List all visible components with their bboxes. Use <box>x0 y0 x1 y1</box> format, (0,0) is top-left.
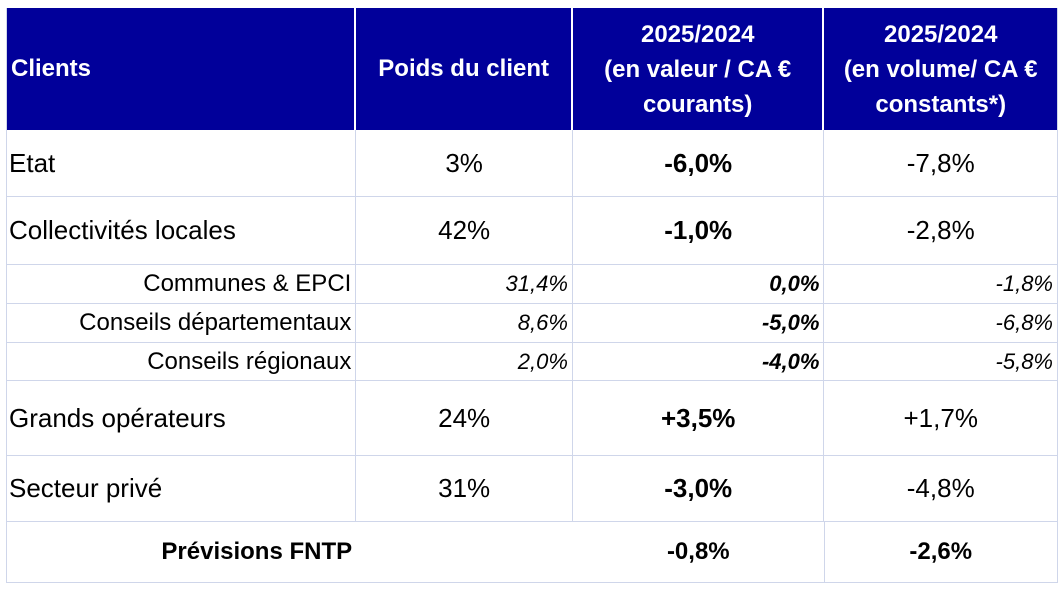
volume-change: -6,8% <box>995 310 1053 335</box>
total-label: Prévisions FNTP <box>161 538 353 565</box>
client-name: Collectivités locales <box>7 197 357 264</box>
client-name: Conseils régionaux <box>7 343 357 380</box>
header-poids: Poids du client <box>356 8 573 130</box>
header-valeur-line: (en valeur / CA € <box>604 55 792 83</box>
client-name: Grands opérateurs <box>7 381 357 455</box>
client-weight: 24% <box>356 381 573 455</box>
client-weight: 2,0% <box>356 343 573 380</box>
client-name: Secteur privé <box>7 456 357 521</box>
client-name: Etat <box>7 130 357 196</box>
header-valeur: 2025/2024 (en valeur / CA € courants) <box>573 8 825 130</box>
value-change: +3,5% <box>573 381 825 455</box>
forecast-table: Clients Poids du client 2025/2024 (en va… <box>6 8 1058 583</box>
client-name: Conseils départementaux <box>7 304 357 342</box>
table-row: Secteur privé 31% -3,0% -4,8% <box>7 456 1057 522</box>
client-weight: 8,6% <box>356 304 573 342</box>
client-weight: 31,4% <box>356 265 573 303</box>
table-row: Collectivités locales 42% -1,0% -2,8% <box>7 197 1057 265</box>
client-weight: 31% <box>356 456 573 521</box>
client-weight: 42% <box>356 197 573 264</box>
total-value-change: -0,8% <box>573 522 825 582</box>
value-change: -6,0% <box>573 130 825 196</box>
value-change: -3,0% <box>573 456 825 521</box>
value-change: -5,0% <box>573 304 825 342</box>
volume-change: -2,8% <box>906 215 975 245</box>
total-volume-change: -2,6% <box>909 538 973 565</box>
table-row: Conseils régionaux 2,0% -4,0% -5,8% <box>7 343 1057 381</box>
value-change: -4,0% <box>573 343 825 380</box>
header-volume-line: constants*) <box>875 90 1007 118</box>
table-row: Etat 3% -6,0% -7,8% <box>7 130 1057 197</box>
client-weight: 3% <box>356 130 573 196</box>
total-row: Prévisions FNTP -0,8% -2,6% <box>7 522 1057 582</box>
header-volume-line: 2025/2024 <box>884 20 998 48</box>
table-row: Conseils départementaux 8,6% -5,0% -6,8% <box>7 304 1057 343</box>
volume-change: -7,8% <box>906 147 975 178</box>
value-change: -1,0% <box>573 197 825 264</box>
table-header-row: Clients Poids du client 2025/2024 (en va… <box>7 8 1057 130</box>
header-clients: Clients <box>7 8 357 130</box>
header-valeur-line: 2025/2024 <box>640 20 755 48</box>
header-volume: 2025/2024 (en volume/ CA € constants*) <box>824 8 1057 130</box>
volume-change: -1,8% <box>995 271 1053 296</box>
client-name: Communes & EPCI <box>7 265 357 303</box>
total-weight-empty <box>357 522 574 582</box>
table-row: Communes & EPCI 31,4% 0,0% -1,8% <box>7 265 1057 304</box>
volume-change: +1,7% <box>903 402 978 433</box>
header-volume-line: (en volume/ CA € <box>843 55 1038 83</box>
volume-change: -5,8% <box>995 348 1053 374</box>
value-change: 0,0% <box>573 265 825 303</box>
table-row: Grands opérateurs 24% +3,5% +1,7% <box>7 381 1057 456</box>
volume-change: -4,8% <box>906 473 975 503</box>
header-valeur-line: courants) <box>643 90 753 118</box>
